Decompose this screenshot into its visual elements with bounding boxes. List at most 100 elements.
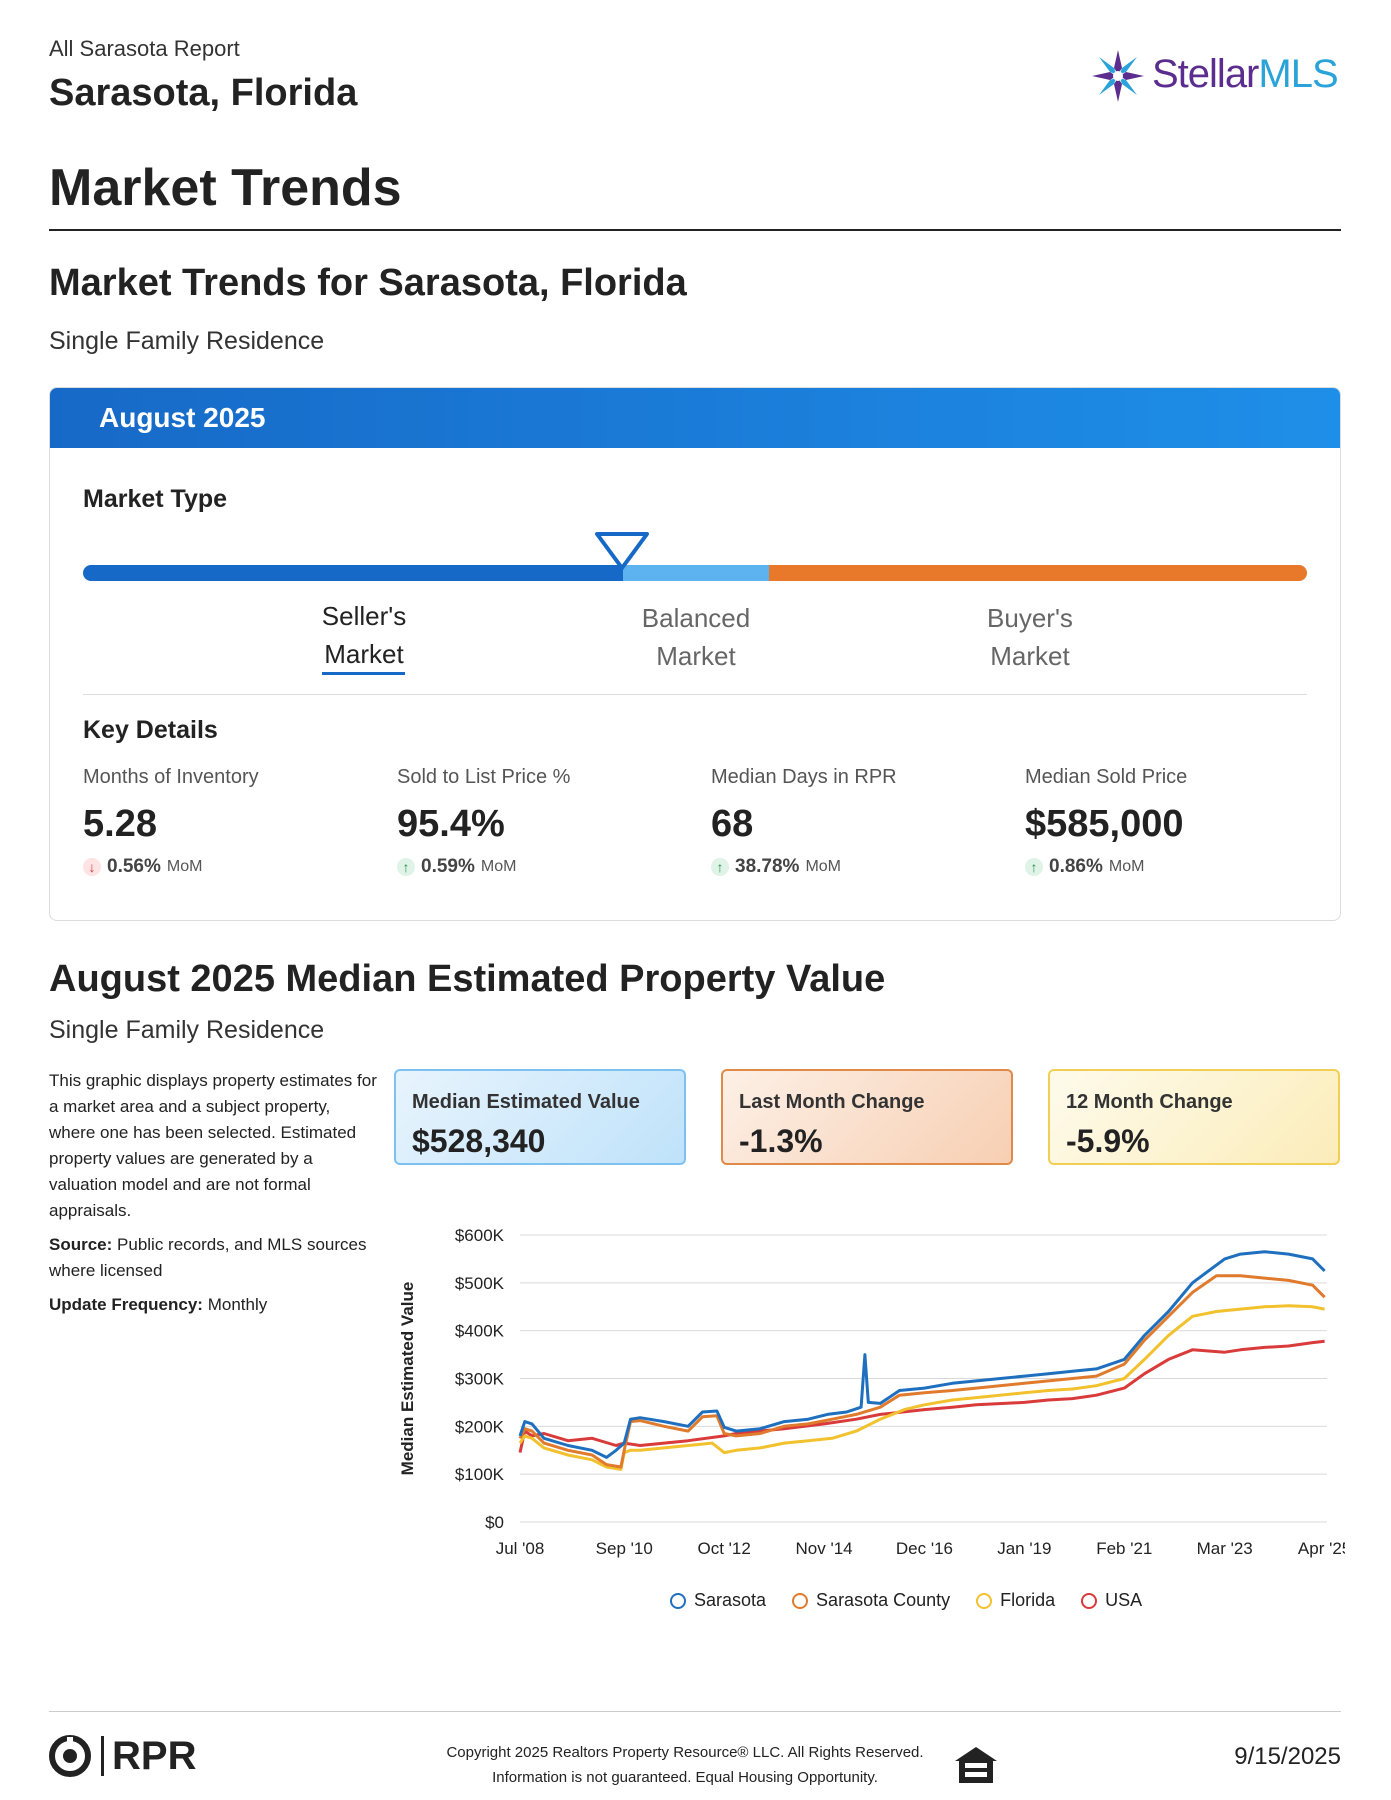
metric-label: 12 Month Change [1066,1091,1233,1113]
stat-change: 0.56% [107,856,161,877]
x-tick-label: Nov '14 [796,1539,853,1558]
x-tick-label: Jul '08 [496,1539,545,1558]
legend-marker-icon [670,1592,686,1609]
series-line-sarasota [518,1250,1326,1459]
y-tick-label: $200K [455,1417,505,1436]
stat-change: 38.78% [735,856,800,877]
property-value-heading: August 2025 Median Estimated Property Va… [49,958,886,1000]
x-tick-label: Jan '19 [997,1539,1051,1558]
rpr-logo: RPR [49,1733,196,1779]
y-tick-label: $600K [455,1226,505,1245]
stat-value: 5.28 [83,803,157,845]
legend-marker-icon [1081,1592,1098,1609]
last-month-change-card: Last Month Change -1.3% [721,1069,1013,1165]
stat-months-inventory: Months of Inventory 5.28 ↓ 0.56% MoM [83,766,383,878]
active-market-underline [322,672,405,675]
star-burst-icon [1092,50,1144,102]
stat-median-sold-price: Median Sold Price $585,000 ↑ 0.86% MoM [1025,766,1325,878]
legend-marker-icon [976,1592,993,1609]
market-trends-card: August 2025 [49,387,1341,921]
market-type-title: Market Type [83,485,228,513]
stat-value: 95.4% [397,803,505,845]
legend-item-florida: Florida [976,1590,1055,1611]
copyright-notice: Copyright 2025 Realtors Property Resourc… [446,1744,924,1786]
median-estimated-value-card: Median Estimated Value $528,340 [394,1069,686,1165]
stat-change: 0.86% [1049,856,1103,877]
stat-label: Sold to List Price % [397,766,571,788]
legend-item-usa: USA [1081,1590,1142,1611]
x-tick-label: Feb '21 [1096,1539,1152,1558]
legend-item-sarasota-county: Sarasota County [792,1590,950,1611]
series-line-usa [518,1339,1325,1453]
y-axis-label: Median Estimated Value [398,1282,417,1476]
footer-divider [49,1711,1341,1712]
stat-value: 68 [711,803,754,845]
stellar-mls-logo: StellarMLS [1090,44,1340,106]
metric-value: $528,340 [412,1123,546,1159]
y-tick-label: $500K [455,1274,505,1293]
buyers-segment [769,565,1307,581]
report-name: All Sarasota Report [49,36,240,61]
x-tick-label: Oct '12 [697,1539,750,1558]
property-value-subtitle: Single Family Residence [49,1016,325,1044]
legend-item-sarasota: Sarasota [670,1590,766,1611]
x-tick-label: Apr '25 [1298,1539,1345,1558]
key-details-title: Key Details [83,716,218,744]
section-divider [83,694,1307,695]
rpr-emblem-icon [49,1735,91,1777]
stat-period: MoM [805,858,842,875]
location-title: Sarasota, Florida [49,72,358,114]
stat-period: MoM [1108,858,1145,875]
y-tick-label: $100K [455,1465,505,1484]
arrow-down-icon: ↓ [83,858,101,876]
legend-label: Sarasota County [816,1590,951,1610]
median-value-line-chart: $0 $100K $200K $300K $400K $500K $600K Jul '08 S… [398,1226,1345,1558]
report-date: 9/15/2025 [1234,1743,1341,1770]
y-tick-label: $0 [485,1513,504,1532]
market-indicator-icon [595,532,649,570]
buyers-market-label: Buyer's Market [987,603,1073,671]
balanced-segment [623,565,769,581]
series-line-florida [518,1304,1325,1471]
stat-period: MoM [166,858,203,875]
sellers-market-label: Seller's Market [321,601,407,669]
legend-label: Florida [1000,1590,1056,1610]
stat-change: 0.59% [421,856,475,877]
x-tick-label: Dec '16 [896,1539,953,1558]
arrow-up-icon: ↑ [711,858,729,876]
y-tick-label: $300K [455,1370,505,1389]
title-divider [49,229,1341,231]
stat-period: MoM [480,858,517,875]
twelve-month-change-card: 12 Month Change -5.9% [1048,1069,1340,1165]
arrow-up-icon: ↑ [1025,858,1043,876]
stat-label: Median Sold Price [1025,766,1188,788]
arrow-up-icon: ↑ [397,858,415,876]
stat-sold-to-list: Sold to List Price % 95.4% ↑ 0.59% MoM [397,766,697,878]
chart-legend: Sarasota Sarasota County Florida USA [670,1590,1142,1611]
market-trends-heading: Market Trends for Sarasota, Florida [49,262,687,304]
card-header: August 2025 [50,388,1340,448]
page-title: Market Trends [49,159,402,217]
metric-value: -5.9% [1066,1123,1150,1159]
legend-label: USA [1105,1590,1143,1610]
chart-description: This graphic displays property estimates… [49,1068,379,1326]
series-line-sarasota-county [518,1274,1326,1469]
legend-label: Sarasota [694,1590,767,1610]
source-note: Source: Public records, and MLS sources … [49,1235,367,1280]
description-text: This graphic displays property estimates… [49,1071,377,1220]
y-tick-label: $400K [455,1322,505,1341]
metric-value: -1.3% [739,1123,823,1159]
metric-label: Median Estimated Value [412,1091,640,1113]
property-type-subtitle: Single Family Residence [49,327,325,355]
balanced-market-label: Balanced Market [641,603,751,671]
legend-marker-icon [792,1592,809,1609]
card-header-date: August 2025 [99,402,266,433]
stat-value: $585,000 [1025,803,1184,845]
rpr-wordmark: RPR [101,1736,196,1776]
equal-housing-icon [955,1747,997,1783]
stat-label: Median Days in RPR [711,766,897,788]
stat-label: Months of Inventory [83,766,259,788]
metric-label: Last Month Change [739,1091,925,1113]
x-tick-label: Sep '10 [596,1539,653,1558]
market-type-bar [83,565,1307,581]
